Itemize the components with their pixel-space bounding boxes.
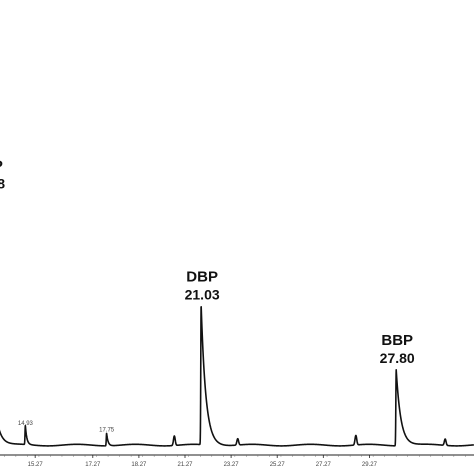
peak-name-label: DEP [0,158,3,175]
x-tick-label: 17.27 [85,462,101,468]
peak-rt-label: 13.58 [0,176,5,192]
peak-rt-label: 21.03 [185,287,220,303]
axis-layer: 15.27 17.27 18.27 21.27 23.27 25.27 27.27 29.27 [0,454,474,468]
peak-name-label: DBP [186,269,218,286]
minor-peak-label: 14.93 [18,421,34,427]
x-tick-label: 18.27 [131,462,147,468]
minor-peak-label: 17.75 [99,427,115,433]
x-tick-label: 29.27 [362,462,378,468]
trace-layer [0,306,474,447]
x-tick-label: 25.27 [270,462,286,468]
x-tick-label: 21.27 [177,462,193,468]
peak-name-label: BBP [381,332,413,349]
x-tick-label: 23.27 [224,462,240,468]
x-tick-label: 15.27 [28,462,44,468]
x-tick-label: 27.27 [316,462,332,468]
peak-rt-label: 27.80 [380,350,415,366]
chromatogram-trace [0,306,474,447]
